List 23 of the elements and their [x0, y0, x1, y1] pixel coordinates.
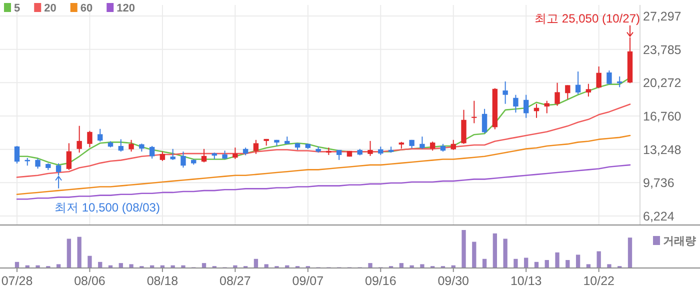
- annotation: 최고 25,050 (10/27): [534, 11, 640, 26]
- x-tick-label: 10/22: [583, 274, 615, 288]
- x-tick-label: 07/28: [1, 274, 33, 288]
- x-tick-label: 08/27: [220, 274, 251, 288]
- y-tick-label: 16,760: [643, 109, 682, 124]
- x-tick-label: 09/07: [292, 274, 324, 288]
- x-tick-label: 08/18: [146, 274, 178, 288]
- legend-label: 120: [116, 2, 135, 14]
- y-tick-label: 20,272: [643, 76, 682, 90]
- y-tick-label: 9,736: [643, 176, 674, 190]
- legend-label: 20: [44, 2, 56, 14]
- y-tick-label: 6,224: [643, 209, 674, 224]
- legend-label: 거래량: [663, 236, 696, 248]
- x-tick-label: 08/06: [74, 274, 106, 288]
- y-tick-label: 23,785: [643, 42, 682, 57]
- x-tick-label: 10/13: [510, 274, 542, 288]
- legend-label: 5: [14, 2, 20, 14]
- y-tick-label: 27,297: [643, 10, 682, 24]
- legend-label: 60: [80, 2, 93, 14]
- y-tick-label: 13,248: [643, 142, 682, 157]
- x-tick-label: 09/30: [438, 274, 470, 288]
- annotation: 최저 10,500 (08/03): [54, 200, 160, 214]
- x-tick-label: 09/16: [365, 274, 396, 288]
